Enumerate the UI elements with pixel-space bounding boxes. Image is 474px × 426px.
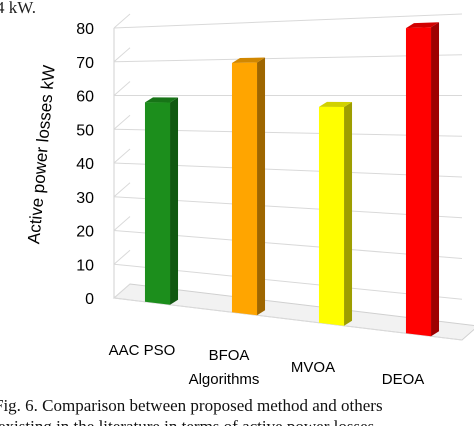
x-tick-label: BFOA xyxy=(209,347,250,364)
y-tick-label: 10 xyxy=(76,257,94,274)
bar xyxy=(318,101,353,326)
header-fragment: 4 kW. xyxy=(0,0,36,17)
bar-front xyxy=(405,27,432,337)
gridline-depth xyxy=(113,13,131,29)
gridline-depth xyxy=(113,81,131,96)
bar-top xyxy=(318,101,353,108)
bar-side xyxy=(431,22,440,337)
gridline-depth xyxy=(113,182,131,198)
figure-caption-line2: existing in the literature in terms of a… xyxy=(0,417,374,426)
bar xyxy=(144,97,179,305)
y-tick-label: 20 xyxy=(76,224,94,241)
bar-front xyxy=(231,62,258,316)
y-tick-label: 0 xyxy=(85,291,94,308)
bar-front xyxy=(144,102,171,305)
bar-side xyxy=(344,102,353,326)
y-tick-label: 40 xyxy=(76,156,94,173)
y-tick-label: 30 xyxy=(76,190,94,207)
bar-front xyxy=(318,106,345,326)
gridline-depth xyxy=(113,283,131,299)
bar-top xyxy=(231,57,266,63)
gridline xyxy=(113,297,463,341)
figure-caption-line1: Fig. 6. Comparison between proposed meth… xyxy=(0,396,383,415)
x-tick-label: MVOA xyxy=(291,359,335,376)
x-tick-labels: AAC PSO BFOA MVOA DEOA xyxy=(109,342,425,388)
x-tick-label: AAC PSO xyxy=(109,342,176,359)
bars xyxy=(144,22,440,337)
gridline-depth xyxy=(113,114,131,130)
gridline-depth xyxy=(113,47,131,63)
gridline xyxy=(113,13,463,29)
gridline-depth xyxy=(113,216,131,231)
y-tick-label: 60 xyxy=(76,89,94,106)
bar-top xyxy=(405,22,440,29)
y-axis-label: Active power losses kW xyxy=(24,64,59,244)
y-tick-labels: 0 10 20 30 40 50 60 70 80 xyxy=(76,21,94,308)
x-axis-label: Algorithms xyxy=(189,371,260,388)
bar xyxy=(231,57,266,316)
bar-top xyxy=(144,97,179,103)
gridline-depth xyxy=(113,148,131,164)
bar-side xyxy=(170,97,179,305)
y-tick-label: 50 xyxy=(76,122,94,139)
x-tick-label: DEOA xyxy=(382,371,425,388)
bar-side xyxy=(257,57,266,316)
gridline-depth xyxy=(113,249,131,265)
bar xyxy=(405,22,440,337)
gridline xyxy=(113,54,463,63)
y-tick-label: 80 xyxy=(76,21,94,38)
y-tick-label: 70 xyxy=(76,55,94,72)
